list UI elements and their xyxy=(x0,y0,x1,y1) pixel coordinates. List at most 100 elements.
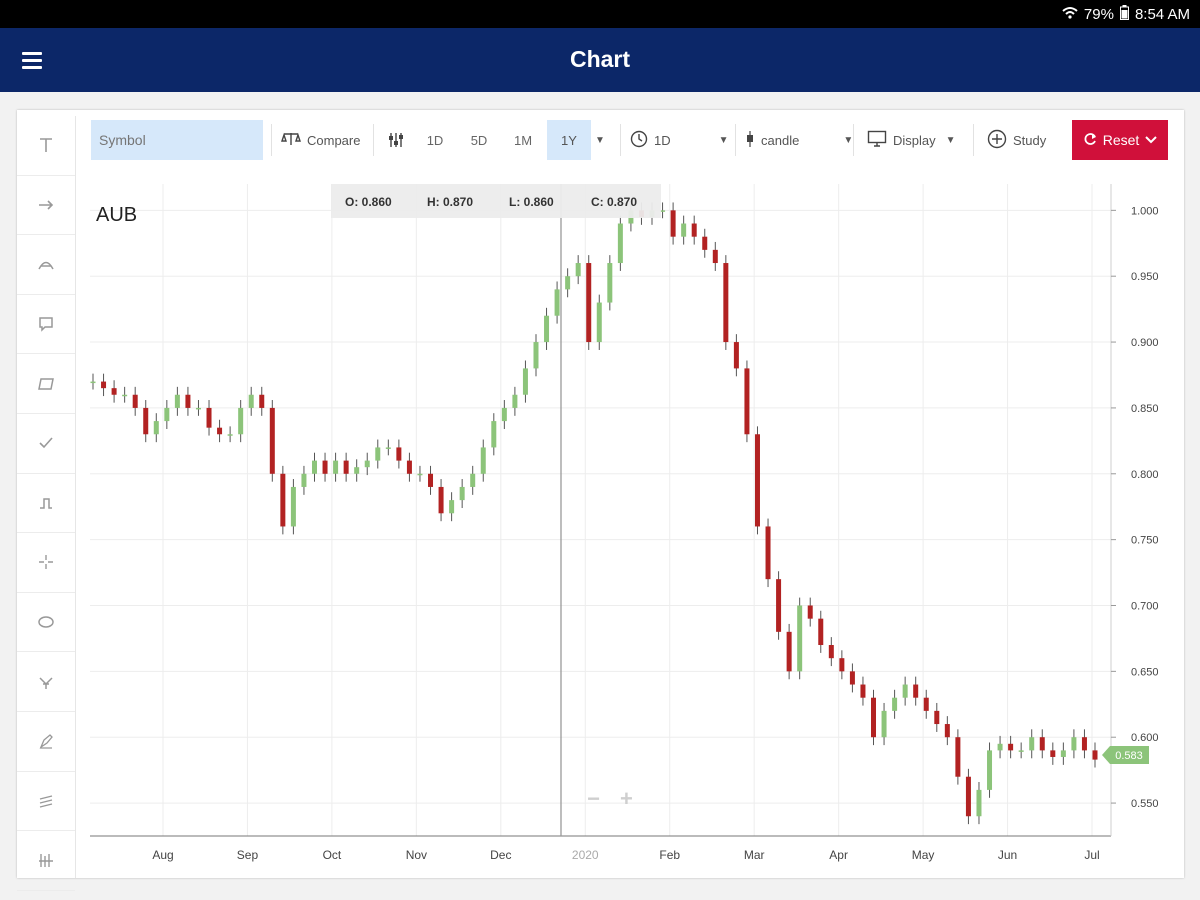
period-1y-button[interactable]: 1Y xyxy=(547,120,591,160)
x-tick-label: Mar xyxy=(744,848,765,862)
callout-tool-icon[interactable] xyxy=(17,295,75,355)
candle-body xyxy=(217,427,223,435)
wifi-icon xyxy=(1062,6,1078,24)
candle-body xyxy=(987,750,993,790)
candle-body xyxy=(522,368,528,395)
x-tick-label: Jul xyxy=(1084,848,1099,862)
candle-body xyxy=(449,500,455,514)
candle-body xyxy=(101,381,107,389)
symbol-label: AUB xyxy=(96,204,137,226)
text-tool-icon[interactable] xyxy=(17,116,75,176)
candle-body xyxy=(290,486,296,527)
candle-body xyxy=(185,394,191,408)
x-tick-label: 2020 xyxy=(572,848,599,862)
period-dropdown[interactable]: ▼ xyxy=(595,120,605,160)
candle-body xyxy=(195,407,201,410)
compare-button[interactable]: Compare xyxy=(281,120,360,160)
rectangle-tool-icon[interactable] xyxy=(17,354,75,414)
check-tool-icon[interactable] xyxy=(17,414,75,474)
candle-body xyxy=(164,407,170,422)
candle-body xyxy=(607,263,613,303)
candle-body xyxy=(702,236,708,250)
zoom-out-button[interactable]: − xyxy=(587,786,600,811)
arrow-tool-icon[interactable] xyxy=(17,176,75,236)
symbol-input[interactable] xyxy=(91,120,263,160)
candle-body xyxy=(206,407,212,428)
candle-body xyxy=(892,697,898,711)
monitor-icon xyxy=(867,130,887,151)
menu-icon[interactable] xyxy=(22,52,42,69)
chart-type-dropdown[interactable]: candle ▼ xyxy=(745,120,853,160)
candle-body xyxy=(797,605,803,672)
candle-body xyxy=(586,263,592,343)
compare-label: Compare xyxy=(307,132,361,148)
chart-type-label: candle xyxy=(761,132,800,148)
candle-body xyxy=(744,368,750,435)
candle-body xyxy=(860,684,866,698)
toolbar-divider xyxy=(853,124,854,156)
candle-body xyxy=(227,434,233,436)
candle-body xyxy=(364,460,370,468)
candle-body xyxy=(354,467,360,474)
candle-body xyxy=(153,421,159,435)
plus-circle-icon xyxy=(987,129,1007,152)
candle-body xyxy=(776,579,782,632)
period-1d-button[interactable]: 1D xyxy=(426,132,444,148)
candle-body xyxy=(174,394,180,408)
interval-dropdown[interactable]: 1D ▼ xyxy=(630,120,729,160)
ohlc-close: C: 0.870 xyxy=(591,195,637,209)
candle-body xyxy=(955,737,961,777)
candle-body xyxy=(143,407,149,435)
chevron-down-icon xyxy=(1145,132,1157,148)
y-axis-ticks: 1.000 0.950 0.900 0.850 0.800 0.750 0.700 0.650… xyxy=(1111,205,1159,810)
candle-body xyxy=(691,223,697,237)
x-axis-ticks: Aug Sep Oct Nov Dec 2020 Feb Mar Apr May Jun Jul xyxy=(152,848,1099,862)
period-1m-button[interactable]: 1M xyxy=(513,132,533,148)
y-tick-label: 0.600 xyxy=(1131,732,1159,744)
candle-body xyxy=(1060,750,1066,757)
study-button[interactable]: Study xyxy=(987,120,1046,160)
x-tick-label: Sep xyxy=(237,848,259,862)
candle-body xyxy=(301,473,307,487)
battery-percent: 79% xyxy=(1083,6,1114,23)
toolbar-divider xyxy=(271,124,272,156)
candle-body xyxy=(902,684,908,698)
y-tick-label: 0.950 xyxy=(1131,271,1159,283)
crosshair-tool-icon[interactable] xyxy=(17,533,75,593)
reset-button[interactable]: Reset xyxy=(1072,120,1168,160)
battery-icon xyxy=(1119,5,1129,24)
ohlc-open: O: 0.860 xyxy=(345,195,392,209)
candle-body xyxy=(470,473,476,487)
candle-body xyxy=(923,697,929,711)
candle-body xyxy=(596,302,602,343)
zoom-in-button[interactable]: + xyxy=(620,786,633,811)
step-tool-icon[interactable] xyxy=(17,474,75,534)
pitchfork-tool-icon[interactable] xyxy=(17,652,75,712)
candle-body xyxy=(871,697,877,738)
display-label: Display xyxy=(893,132,936,148)
candle-body xyxy=(554,289,560,316)
x-tick-label: May xyxy=(912,848,935,862)
candle-body xyxy=(248,394,254,408)
x-tick-label: Dec xyxy=(490,848,511,862)
period-5d-button[interactable]: 5D xyxy=(470,132,488,148)
period-settings-icon[interactable] xyxy=(387,120,405,160)
app-bar: Chart xyxy=(0,28,1200,92)
caret-down-icon: ▼ xyxy=(945,134,956,146)
arc-tool-icon[interactable] xyxy=(17,235,75,295)
ellipse-tool-icon[interactable] xyxy=(17,593,75,653)
pen-tool-icon[interactable] xyxy=(17,712,75,772)
display-dropdown[interactable]: Display ▼ xyxy=(867,120,956,160)
drawing-tools-sidebar xyxy=(17,116,76,891)
ohlc-tooltip xyxy=(331,184,661,218)
chart-grid xyxy=(90,184,1111,836)
fib-tool-icon[interactable] xyxy=(17,831,75,891)
channel-tool-icon[interactable] xyxy=(17,772,75,832)
candle-body xyxy=(111,388,117,395)
candle-body xyxy=(269,407,275,474)
candle-body xyxy=(1039,737,1045,751)
candle-body xyxy=(660,210,666,212)
ohlc-high: H: 0.870 xyxy=(427,195,473,209)
price-chart[interactable]: 1.000 0.950 0.900 0.850 0.800 0.750 0.700 0.650… xyxy=(75,164,1175,870)
candle-body xyxy=(913,684,919,698)
